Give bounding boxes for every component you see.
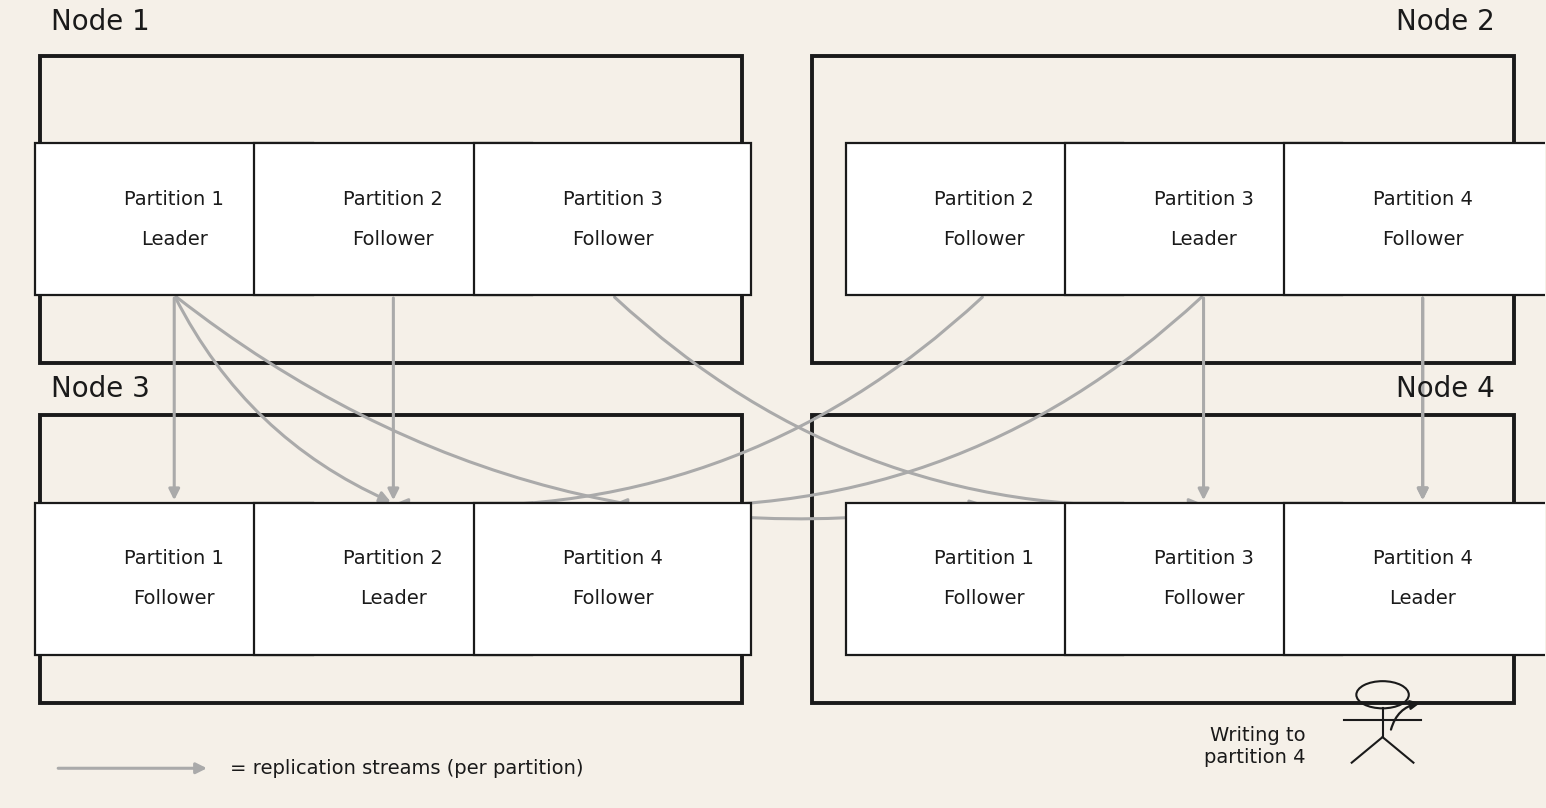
Text: Partition 3: Partition 3 — [1153, 190, 1254, 209]
Text: Follower: Follower — [943, 589, 1025, 608]
Text: Node 3: Node 3 — [51, 375, 150, 403]
Bar — [40, 56, 742, 363]
Text: Node 2: Node 2 — [1396, 7, 1495, 36]
Bar — [36, 503, 314, 654]
Bar — [1283, 144, 1546, 295]
Text: Node 1: Node 1 — [51, 7, 150, 36]
Text: Partition 4: Partition 4 — [1373, 190, 1473, 209]
Text: Partition 1: Partition 1 — [934, 549, 1034, 568]
Bar — [255, 144, 532, 295]
Text: Partition 2: Partition 2 — [343, 549, 444, 568]
Text: = replication streams (per partition): = replication streams (per partition) — [230, 759, 583, 778]
Bar — [473, 503, 751, 654]
Text: Follower: Follower — [1163, 589, 1245, 608]
Bar — [846, 503, 1124, 654]
Text: Writing to
partition 4: Writing to partition 4 — [1204, 726, 1305, 767]
Text: Follower: Follower — [943, 229, 1025, 249]
Bar — [1065, 503, 1342, 654]
Bar — [846, 144, 1124, 295]
Text: Follower: Follower — [1382, 229, 1464, 249]
Bar — [40, 415, 742, 703]
Text: Follower: Follower — [572, 229, 654, 249]
Bar — [1065, 144, 1342, 295]
Text: Leader: Leader — [1170, 229, 1237, 249]
Text: Partition 3: Partition 3 — [1153, 549, 1254, 568]
Text: Leader: Leader — [1390, 589, 1456, 608]
Bar — [36, 144, 314, 295]
Text: Partition 2: Partition 2 — [934, 190, 1034, 209]
Bar — [812, 415, 1514, 703]
Text: Follower: Follower — [572, 589, 654, 608]
Text: Partition 1: Partition 1 — [124, 549, 224, 568]
Text: Partition 4: Partition 4 — [1373, 549, 1473, 568]
Bar — [473, 144, 751, 295]
Text: Partition 3: Partition 3 — [563, 190, 662, 209]
Bar — [1283, 503, 1546, 654]
Text: Follower: Follower — [352, 229, 434, 249]
Text: Partition 4: Partition 4 — [563, 549, 662, 568]
Text: Node 4: Node 4 — [1396, 375, 1495, 403]
Bar — [255, 503, 532, 654]
Text: Partition 1: Partition 1 — [124, 190, 224, 209]
Text: Leader: Leader — [360, 589, 427, 608]
Text: Follower: Follower — [133, 589, 215, 608]
Text: Leader: Leader — [141, 229, 207, 249]
Text: Partition 2: Partition 2 — [343, 190, 444, 209]
Bar — [812, 56, 1514, 363]
